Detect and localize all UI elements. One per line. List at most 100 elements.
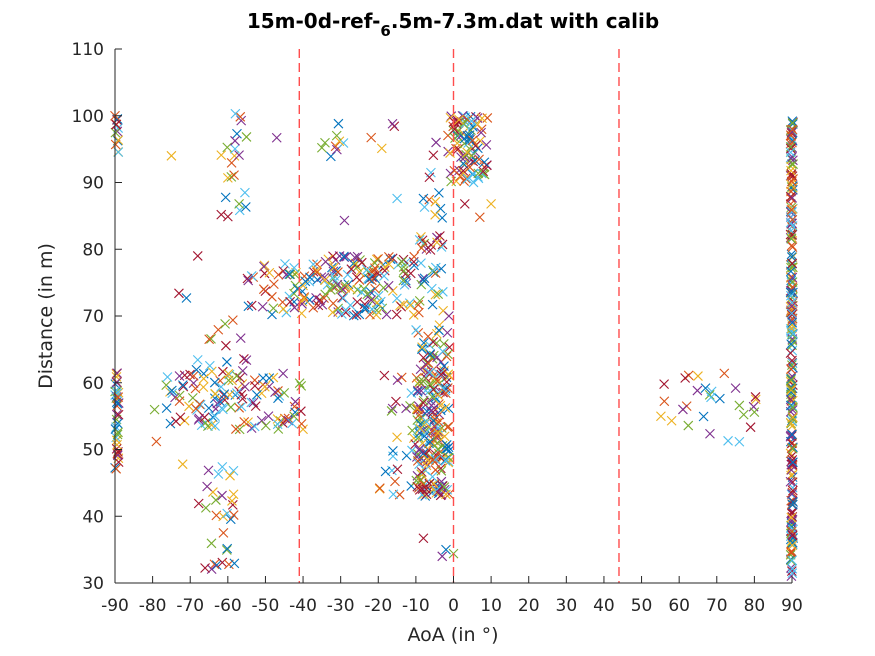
data-point	[206, 366, 217, 377]
data-point	[305, 272, 315, 283]
data-point	[222, 142, 233, 153]
data-point	[427, 426, 438, 436]
data-point	[387, 118, 398, 129]
data-point	[392, 464, 403, 475]
data-point	[788, 328, 798, 339]
data-point	[392, 432, 402, 443]
y-tick-label: 40	[82, 507, 104, 527]
data-point	[339, 251, 349, 262]
data-point	[788, 155, 798, 166]
data-point	[683, 420, 694, 431]
data-point	[787, 540, 798, 551]
data-point	[786, 339, 797, 349]
title-subscript: 6	[380, 22, 390, 40]
data-point	[379, 271, 389, 281]
data-point	[271, 132, 282, 143]
x-tick-label: 30	[556, 596, 578, 616]
data-point	[462, 147, 473, 158]
data-point	[386, 406, 397, 416]
data-point	[413, 482, 424, 493]
y-tick-label: 70	[82, 307, 104, 327]
x-tick-label: 90	[781, 596, 803, 616]
data-point	[437, 212, 448, 223]
y-tick-label: 30	[82, 574, 104, 594]
data-point	[425, 245, 436, 255]
data-point	[260, 420, 271, 431]
data-point	[785, 130, 796, 140]
data-point	[222, 357, 232, 367]
data-point	[231, 371, 242, 381]
data-point	[415, 474, 426, 485]
data-point	[413, 307, 424, 318]
data-point	[433, 444, 443, 455]
data-point	[166, 150, 177, 161]
reference-lines	[298, 49, 620, 583]
y-tick-label: 90	[82, 174, 104, 194]
data-point	[234, 402, 245, 413]
data-point	[427, 391, 438, 402]
data-point	[308, 266, 319, 277]
data-point	[427, 299, 438, 310]
data-point	[430, 196, 441, 207]
data-point	[249, 380, 260, 391]
data-point	[786, 387, 797, 398]
data-point	[436, 366, 446, 377]
data-point	[166, 385, 177, 396]
data-point	[404, 298, 415, 309]
data-point	[339, 215, 350, 226]
data-point	[786, 176, 797, 187]
data-point	[692, 385, 703, 396]
data-point	[289, 288, 299, 299]
data-point	[788, 457, 798, 468]
data-point	[659, 379, 670, 389]
data-point	[437, 346, 448, 357]
data-point	[392, 193, 402, 204]
data-point	[179, 415, 190, 426]
data-point	[234, 424, 245, 435]
data-point	[416, 231, 426, 242]
data-point	[165, 418, 176, 429]
data-point	[273, 393, 283, 404]
data-point	[228, 489, 239, 500]
data-point	[174, 371, 185, 381]
data-point	[362, 289, 373, 300]
data-point	[418, 193, 429, 204]
data-point	[210, 421, 220, 431]
data-point	[443, 311, 454, 321]
data-point	[171, 416, 181, 427]
data-point	[285, 269, 296, 280]
data-point	[786, 526, 797, 537]
data-point	[478, 166, 489, 177]
data-point	[656, 411, 666, 422]
data-point	[151, 436, 162, 447]
data-point	[444, 342, 455, 353]
data-point	[436, 423, 447, 433]
data-point	[206, 564, 217, 575]
data-point	[786, 508, 797, 519]
data-point	[786, 512, 797, 523]
data-point	[330, 141, 341, 152]
x-tick-label: -70	[176, 596, 204, 616]
data-point	[698, 411, 709, 422]
data-point	[437, 239, 448, 250]
data-point	[434, 187, 444, 198]
data-point	[296, 381, 307, 391]
data-point	[354, 267, 365, 277]
data-point	[458, 165, 469, 176]
data-point	[396, 372, 407, 383]
data-point	[285, 296, 296, 307]
data-point	[786, 546, 796, 557]
data-point	[785, 143, 796, 154]
data-point	[409, 260, 419, 271]
data-point	[298, 424, 308, 435]
data-point	[787, 277, 798, 287]
data-point	[466, 116, 477, 126]
data-point	[242, 273, 253, 284]
data-point	[111, 444, 122, 454]
data-point	[267, 309, 277, 320]
data-point	[419, 202, 430, 212]
data-point	[184, 401, 194, 412]
data-point	[209, 393, 220, 404]
data-point	[416, 385, 427, 396]
data-point	[213, 469, 224, 479]
